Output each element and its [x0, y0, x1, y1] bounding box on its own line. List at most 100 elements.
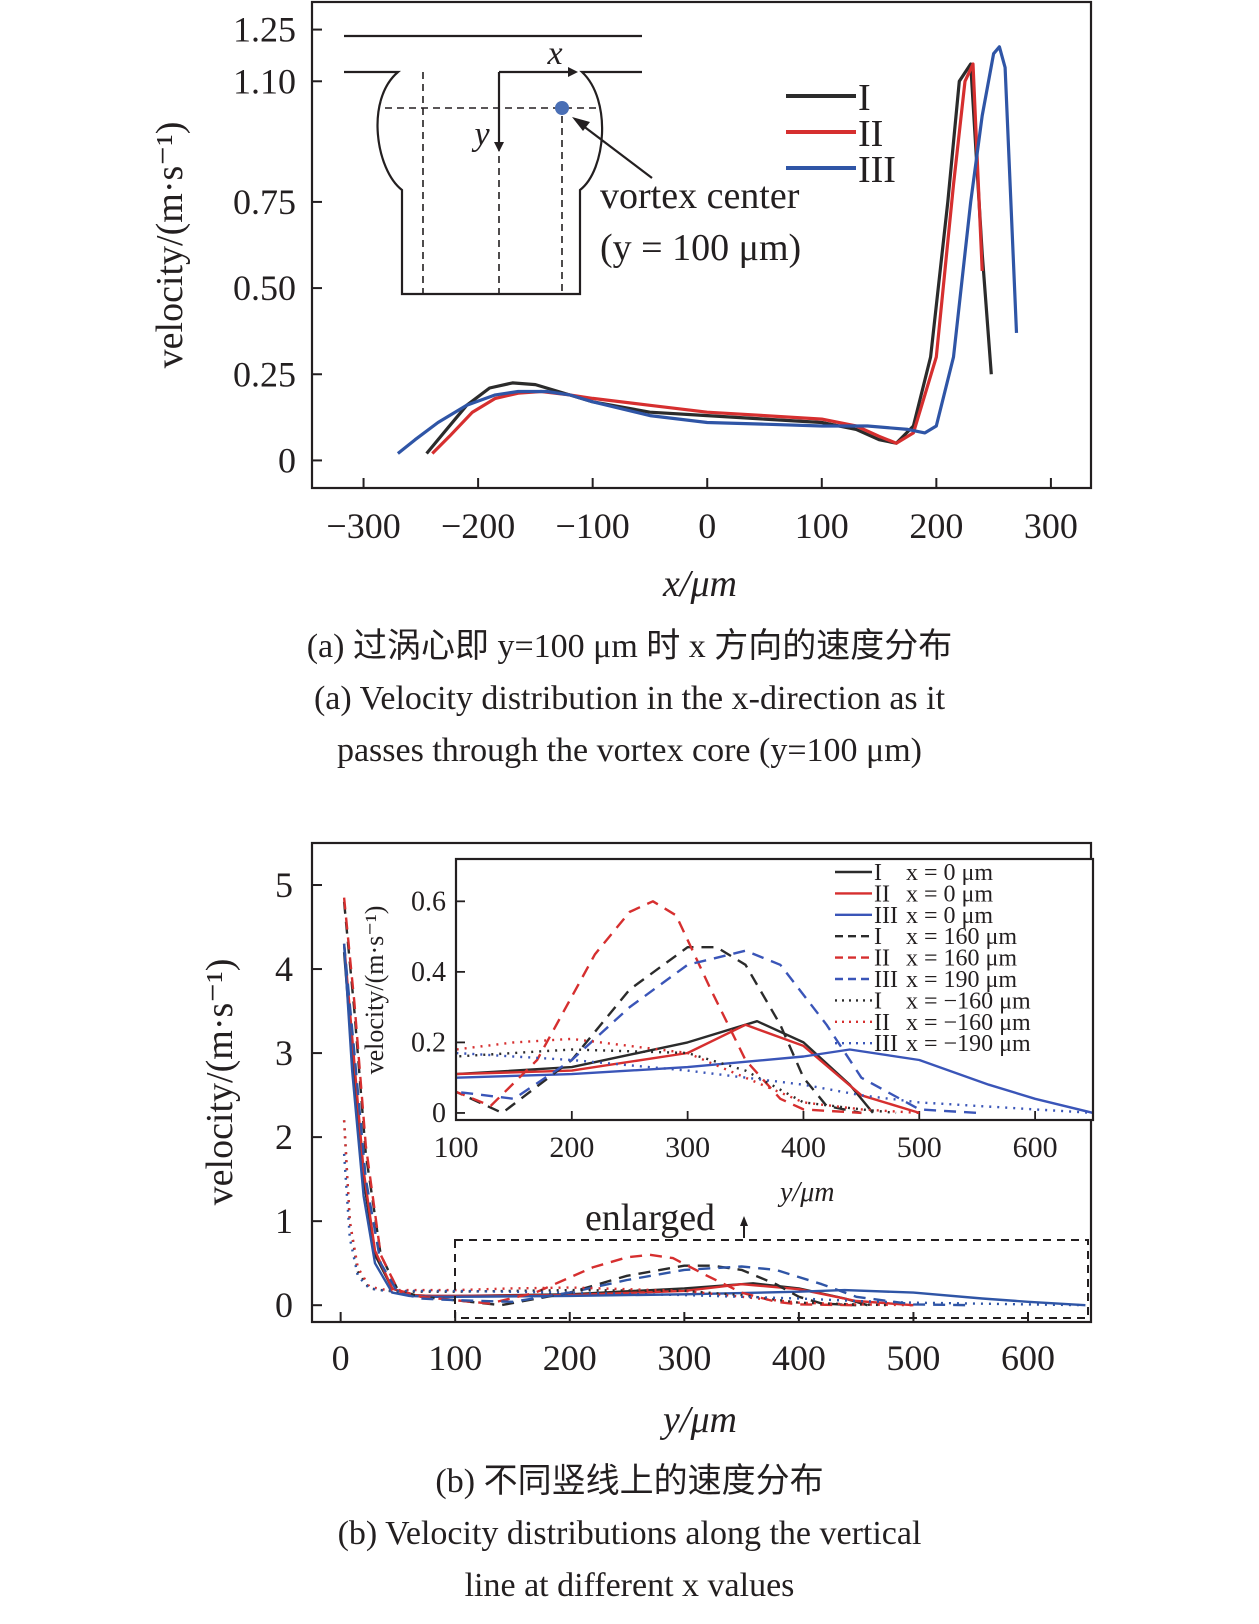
- inset-legend-label-detail: x = −160 μm: [906, 1010, 1031, 1036]
- chart-b-x-tick-label: 400: [772, 1338, 826, 1378]
- schematic-x-label: x: [546, 35, 562, 72]
- chart-a-y-tick-label: 0.25: [233, 354, 296, 394]
- chart-a-x-axis-label: x/μm: [662, 563, 737, 605]
- chart-a-y-tick-label: 1.10: [233, 61, 296, 101]
- inset-x-tick-label: 100: [434, 1131, 479, 1164]
- chart-a-series-group: [396, 45, 1019, 455]
- inset-series-II-dashed: [456, 900, 862, 1115]
- chart-a-legend: I II III: [786, 77, 896, 191]
- chart-b-x-tick-label: 600: [1001, 1338, 1055, 1378]
- chart-b-x-tick-label: 500: [886, 1338, 940, 1378]
- caption-b-english-line1: (b) Velocity distributions along the ver…: [337, 1515, 922, 1552]
- vortex-annotation-label: vortex center: [600, 175, 800, 217]
- enlarged-label: enlarged: [585, 1197, 715, 1239]
- chart-a-ticks: −300 −200 −100 0 100 200 300 0 0.25 0.50 0.75 1.10 1…: [233, 10, 1078, 546]
- caption-a-chinese: (a) 过涡心即 y=100 μm 时 x 方向的速度分布: [306, 628, 953, 665]
- chart-b-y-axis-label: velocity/(m·s⁻¹): [199, 959, 241, 1206]
- inset-series-I-solid: [456, 1020, 874, 1114]
- chart-b-x-tick-label: 300: [657, 1338, 711, 1378]
- chart-a-y-tick-label: 1.25: [233, 10, 296, 50]
- inset-legend-label-detail: x = 0 μm: [906, 903, 993, 929]
- chart-b-y-tick-label: 3: [275, 1033, 293, 1073]
- inset-ticks: 100 200 300 400 500 600 0 0.2 0.4 0.6: [411, 886, 1058, 1164]
- chart-a-x-tick-label: 0: [698, 506, 716, 546]
- chart-b-series-group: [342, 897, 1086, 1307]
- caption-a-english-line1: (a) Velocity distribution in the x-direc…: [313, 680, 946, 717]
- enlarged-region-box: [454, 1239, 1089, 1319]
- inset-y-tick-label: 0: [432, 1098, 446, 1129]
- legend-a-label-I: I: [858, 77, 871, 119]
- inset-legend-label-name: II: [874, 1010, 890, 1036]
- inset-legend-label-name: III: [874, 903, 898, 929]
- chart-b-y-tick-label: 1: [275, 1201, 293, 1241]
- chart-a-schematic-inset: [344, 34, 642, 296]
- inset-x-tick-label: 400: [781, 1131, 826, 1164]
- vortex-annotation-arrow: [577, 121, 653, 179]
- chart-a-series-III: [396, 45, 1019, 455]
- chart-a-x-tick-label: −100: [556, 506, 630, 546]
- inset-legend-label-name: II: [874, 946, 890, 972]
- inset-legend-label-detail: x = −160 μm: [906, 988, 1031, 1014]
- chart-b-y-tick-label: 0: [275, 1285, 293, 1325]
- chart-a-series-I: [425, 62, 993, 455]
- inset-legend-label-detail: x = 160 μm: [906, 924, 1017, 950]
- chart-b-x-axis-label: y/μm: [659, 1399, 737, 1441]
- inset-legend-label-detail: x = 160 μm: [906, 946, 1017, 972]
- schematic-x-arrowhead: [568, 67, 578, 77]
- inset-legend-label-name: I: [874, 924, 882, 950]
- caption-b-english-line2: line at different x values: [464, 1567, 795, 1604]
- inset-y-tick-label: 0.4: [411, 957, 446, 988]
- inset-series-group: [456, 900, 1093, 1115]
- inset-frame: [454, 857, 1095, 1122]
- inset-series-III-solid: [456, 1048, 1093, 1115]
- chart-b-series-III-solid: [342, 943, 1086, 1307]
- chart-a-x-tick-label: 100: [795, 506, 849, 546]
- chart-a-x-tick-label: −300: [326, 506, 400, 546]
- inset-frame-background: [456, 859, 1093, 1120]
- caption-a-english-line2: passes through the vortex core (y=100 μm…: [336, 732, 923, 769]
- chart-b-y-tick-label: 5: [275, 865, 293, 905]
- legend-a-label-II: II: [858, 113, 883, 155]
- chart-a: −300 −200 −100 0 100 200 300 0 0.25 0.50 0.75 1.10 1…: [149, 0, 1093, 605]
- vortex-center-dot: [555, 101, 569, 115]
- schematic-y-label: y: [471, 116, 490, 153]
- vortex-annotation-position: (y = 100 μm): [600, 227, 801, 269]
- chart-a-series-II: [431, 62, 984, 455]
- inset-x-tick-label: 600: [1013, 1131, 1058, 1164]
- chart-a-y-axis-label: velocity/(m·s⁻¹): [149, 122, 191, 369]
- chart-b-series-III-dotted: [342, 1153, 1086, 1307]
- inset-x-tick-label: 500: [897, 1131, 942, 1164]
- chart-b-series-III-dashed: [342, 943, 971, 1307]
- inset-series-III-dashed: [456, 949, 978, 1115]
- chart-a-y-tick-label: 0.75: [233, 182, 296, 222]
- chart-a-y-tick-label: 0: [278, 440, 296, 480]
- inset-series-II-solid: [456, 1023, 920, 1115]
- chart-a-y-tick-label: 0.50: [233, 268, 296, 308]
- inset-legend-label-detail: x = 0 μm: [906, 881, 993, 907]
- schematic-y-arrowhead: [494, 142, 504, 152]
- chart-a-x-tick-label: 300: [1024, 506, 1078, 546]
- enlarged-arrowhead: [740, 1216, 748, 1226]
- inset-legend-label-name: III: [874, 1031, 898, 1057]
- inset-legend-label-name: II: [874, 881, 890, 907]
- chart-b-inset: 100 200 300 400 500 600 0 0.2 0.4 0.6 y/μm veloci…: [360, 857, 1095, 1208]
- inset-series-III-dotted: [456, 1051, 1093, 1115]
- inset-legend-label-name: I: [874, 860, 882, 886]
- inset-legend-label-detail: x = 190 μm: [906, 967, 1017, 993]
- chart-b-series-I-dotted: [342, 1120, 891, 1307]
- legend-a-label-III: III: [858, 149, 896, 191]
- inset-x-axis-label: y/μm: [777, 1177, 834, 1208]
- inset-y-tick-label: 0.2: [411, 1027, 446, 1058]
- chart-b-x-tick-label: 100: [428, 1338, 482, 1378]
- chart-a-x-tick-label: −200: [441, 506, 515, 546]
- vortex-annotation-arrowhead: [572, 117, 590, 131]
- inset-y-tick-label: 0.6: [411, 886, 446, 917]
- chart-b-series-II-dashed: [342, 897, 857, 1307]
- chart-b-x-tick-label: 200: [543, 1338, 597, 1378]
- schematic-left-cavity-wall: [344, 70, 642, 296]
- inset-legend-label-name: III: [874, 967, 898, 993]
